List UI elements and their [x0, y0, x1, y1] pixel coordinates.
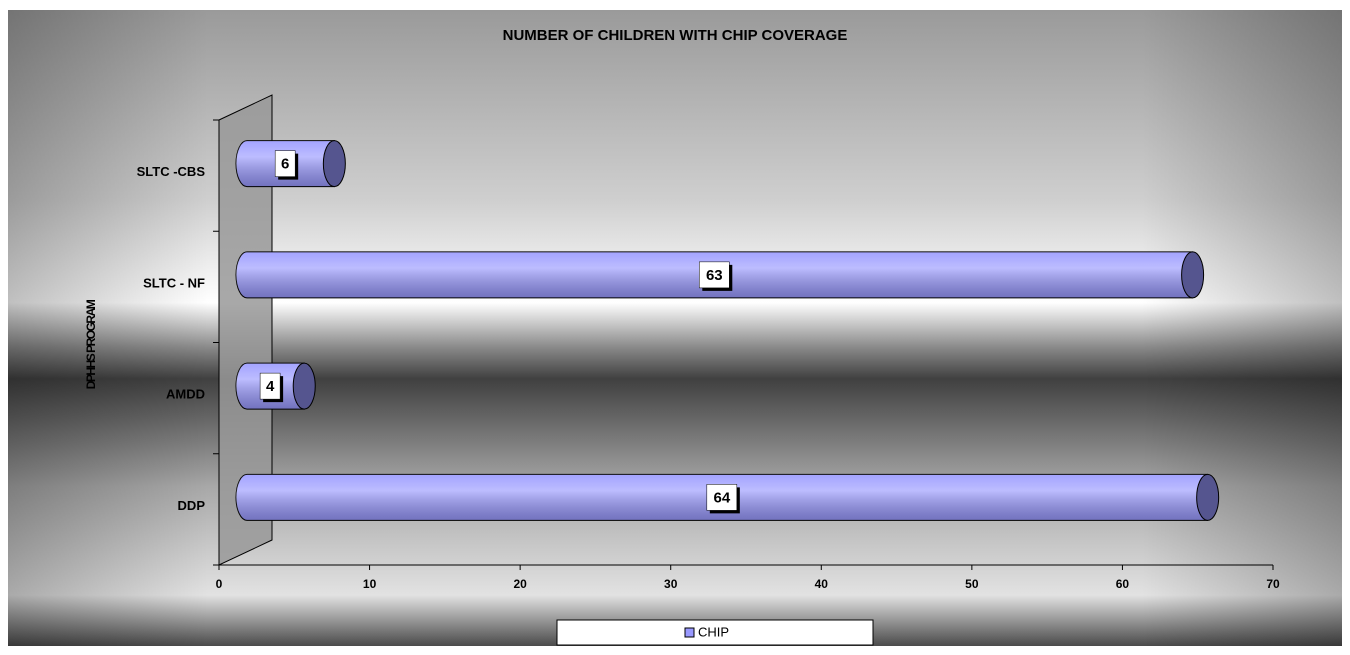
data-label-box [274, 150, 296, 177]
data-label-box [699, 261, 730, 289]
data-label: 4 [266, 378, 275, 395]
x-tick-label: 40 [815, 577, 829, 591]
chart-title: NUMBER OF CHILDREN WITH CHIP COVERAGE [503, 27, 848, 44]
legend [556, 619, 874, 646]
y-axis-label: DPHHS PROGRAM [84, 299, 98, 389]
legend-swatch [684, 627, 695, 638]
bar-cap [292, 362, 316, 410]
chart-shading [8, 10, 1342, 646]
x-tick-label: 60 [1116, 577, 1130, 591]
x-tick-label: 30 [664, 577, 678, 591]
y-tick-label: AMDD [166, 387, 205, 402]
data-label: 6 [281, 156, 289, 173]
x-tick-label: 0 [216, 577, 223, 591]
bar-cap [1181, 251, 1205, 299]
data-label: 64 [713, 489, 730, 506]
y-tick-label: SLTC -CBS [137, 164, 206, 179]
bar-cap [1196, 473, 1220, 521]
x-tick-label: 20 [513, 577, 527, 591]
x-tick-label: 70 [1266, 577, 1280, 591]
x-tick-label: 10 [363, 577, 377, 591]
y-tick-label: DDP [178, 498, 206, 513]
data-label-box [259, 372, 281, 400]
y-tick-label: SLTC - NF [143, 275, 205, 290]
x-tick-label: 50 [965, 577, 979, 591]
bar-cap [322, 140, 346, 188]
data-label-box [706, 484, 738, 511]
data-label: 63 [706, 267, 723, 284]
legend-label: CHIP [698, 624, 729, 639]
